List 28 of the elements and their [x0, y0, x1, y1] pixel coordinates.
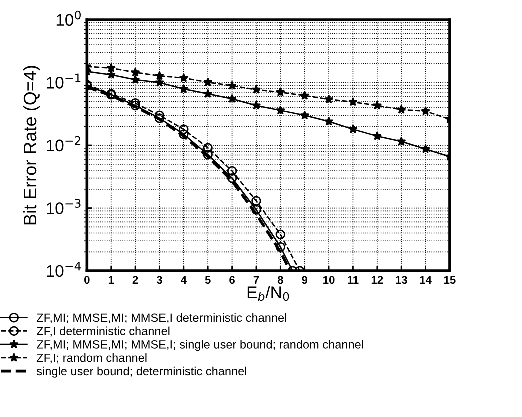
legend-label: ZF,I deterministic channel [36, 326, 170, 337]
x-tick-label: 0 [84, 276, 90, 284]
legend-label: ZF,MI; MMSE,MI; MMSE,I deterministic channel [36, 313, 286, 324]
x-tick-label: 10 [324, 276, 335, 284]
x-tick-label: 8 [278, 276, 284, 284]
x-tick-label: 12 [372, 276, 384, 284]
x-tick-label: 7 [254, 276, 260, 284]
y-axis-title: Bit Error Rate (Q=4) [23, 66, 40, 225]
y-tick-label: 10$^{−4}$ [47, 262, 82, 278]
x-axis-title: E$_{b}$/N$_{0}$ [248, 286, 290, 302]
x-tick-label: 3 [156, 276, 162, 284]
x-tick-label: 11 [348, 276, 359, 284]
y-tick-label: 10$^{0}$ [56, 10, 81, 26]
x-tick-label: 13 [396, 276, 408, 284]
legend-label: single user bound; deterministic channel [36, 366, 246, 378]
x-tick-label: 14 [420, 276, 432, 284]
x-tick-label: 1 [108, 276, 114, 284]
x-tick-label: 4 [180, 276, 187, 284]
x-tick-label: 15 [444, 276, 456, 284]
legend-label: ZF,I; random channel [36, 354, 147, 364]
x-tick-label: 5 [205, 276, 211, 284]
legend-label: ZF,MI; MMSE,MI; MMSE,I; single user bound; random channel [36, 340, 364, 352]
y-tick-label: 10$^{−3}$ [47, 199, 81, 214]
y-tick-label: 10$^{−1}$ [47, 74, 81, 89]
y-tick-label: 10$^{−2}$ [47, 136, 81, 152]
x-tick-label: 9 [302, 276, 308, 284]
x-tick-label: 2 [132, 276, 138, 284]
x-tick-label: 6 [230, 276, 235, 284]
